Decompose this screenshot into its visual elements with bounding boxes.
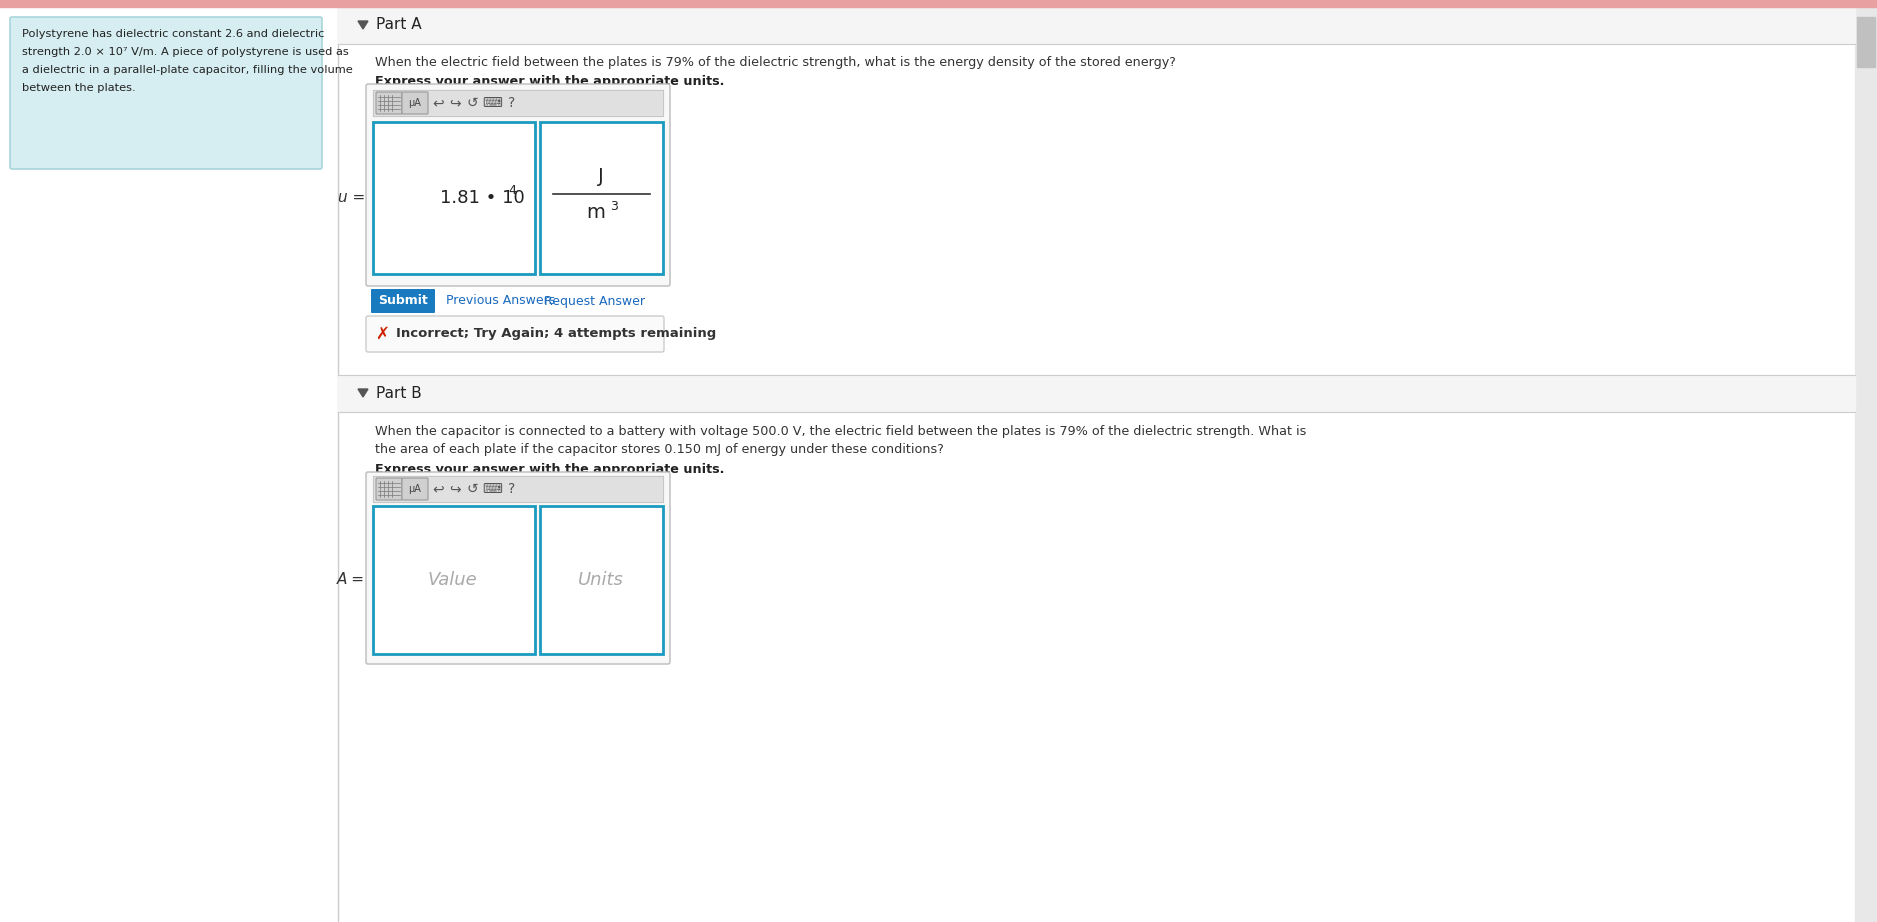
Text: ?: ? (509, 482, 516, 496)
Text: Units: Units (578, 571, 623, 589)
Text: u =: u = (338, 191, 364, 206)
Text: A =: A = (338, 573, 364, 587)
FancyBboxPatch shape (402, 92, 428, 114)
Text: strength 2.0 × 10⁷ V/m. A piece of polystyrene is used as: strength 2.0 × 10⁷ V/m. A piece of polys… (23, 47, 349, 57)
Bar (374, 90, 663, 116)
Text: the area of each plate if the capacitor stores 0.150 mJ of energy under these co: the area of each plate if the capacitor … (375, 443, 944, 456)
FancyBboxPatch shape (372, 289, 435, 313)
Text: When the capacitor is connected to a battery with voltage 500.0 V, the electric : When the capacitor is connected to a bat… (375, 425, 1306, 438)
Text: Previous Answers: Previous Answers (447, 294, 556, 308)
Text: μA: μA (409, 98, 422, 108)
Text: ↪: ↪ (449, 482, 462, 496)
Bar (1856, 17, 1875, 67)
Text: Incorrect; Try Again; 4 attempts remaining: Incorrect; Try Again; 4 attempts remaini… (396, 327, 717, 340)
Text: ↪: ↪ (449, 96, 462, 110)
Text: Express your answer with the appropriate units.: Express your answer with the appropriate… (375, 75, 725, 88)
Bar (1854, 7, 1877, 922)
Text: ?: ? (509, 96, 516, 110)
FancyBboxPatch shape (366, 316, 664, 352)
Bar (338, 7, 1854, 44)
Polygon shape (359, 21, 368, 29)
FancyBboxPatch shape (366, 472, 670, 664)
Text: ⌨: ⌨ (482, 96, 501, 110)
Text: 3: 3 (610, 199, 618, 212)
Bar (338, 375, 1854, 412)
Bar (374, 476, 663, 502)
FancyBboxPatch shape (375, 92, 402, 114)
Text: ↺: ↺ (465, 96, 479, 110)
Text: Express your answer with the appropriate units.: Express your answer with the appropriate… (375, 463, 725, 476)
Text: Request Answer: Request Answer (544, 294, 646, 308)
Text: Part B: Part B (375, 385, 422, 400)
Bar (338, 412, 1854, 922)
FancyBboxPatch shape (375, 478, 402, 500)
FancyBboxPatch shape (9, 17, 323, 169)
Bar (0, 0, 1877, 7)
Bar (541, 506, 663, 654)
Bar (374, 122, 535, 274)
Text: ↩: ↩ (432, 482, 443, 496)
Text: Part A: Part A (375, 18, 422, 32)
Text: Value: Value (428, 571, 477, 589)
Text: ↩: ↩ (432, 96, 443, 110)
Bar (338, 7, 1854, 922)
Text: a dielectric in a parallel-plate capacitor, filling the volume: a dielectric in a parallel-plate capacit… (23, 65, 353, 75)
Text: J: J (599, 167, 604, 185)
FancyBboxPatch shape (366, 84, 670, 286)
Text: 1.81 • 10: 1.81 • 10 (439, 189, 526, 207)
Text: ↺: ↺ (465, 482, 479, 496)
FancyBboxPatch shape (402, 478, 428, 500)
Text: ⌨: ⌨ (482, 482, 501, 496)
Bar (374, 506, 535, 654)
Text: 4: 4 (509, 184, 516, 197)
Text: μA: μA (409, 484, 422, 494)
Text: m: m (586, 203, 606, 221)
Bar (541, 122, 663, 274)
Text: When the electric field between the plates is 79% of the dielectric strength, wh: When the electric field between the plat… (375, 56, 1175, 69)
Text: between the plates.: between the plates. (23, 83, 135, 93)
Text: Polystyrene has dielectric constant 2.6 and dielectric: Polystyrene has dielectric constant 2.6 … (23, 29, 325, 39)
Text: Submit: Submit (377, 294, 428, 308)
Text: ✗: ✗ (375, 325, 389, 343)
Polygon shape (359, 389, 368, 397)
